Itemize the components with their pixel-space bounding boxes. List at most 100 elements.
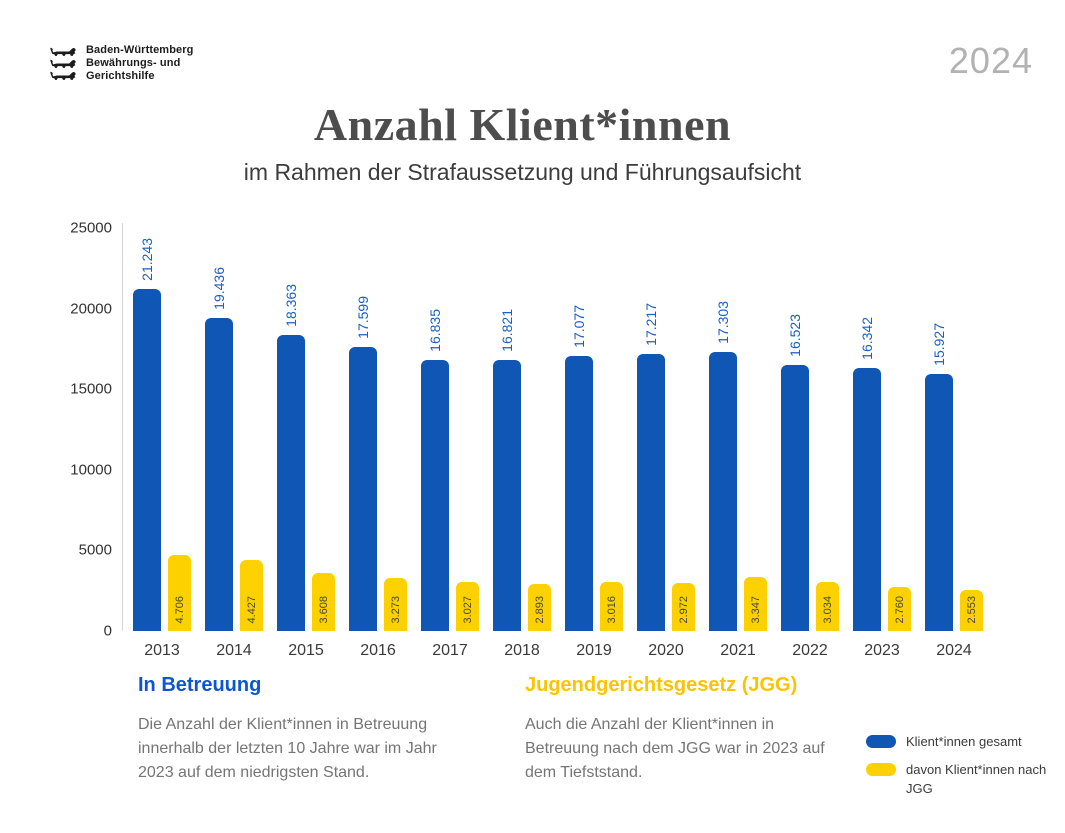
bar-jgg-value: 2.553 xyxy=(965,596,978,624)
bar-total-2019[interactable]: 17.077 xyxy=(565,305,593,631)
bar-jgg-2020[interactable]: 2.972 xyxy=(672,583,695,631)
logo-text-line: Baden-Württemberg xyxy=(86,44,194,56)
bar-total-value: 19.436 xyxy=(211,266,227,310)
y-axis: 0 5000 10000 15000 20000 25000 xyxy=(0,220,112,640)
bar-jgg-value: 3.347 xyxy=(749,596,762,624)
x-axis-label: 2022 xyxy=(792,642,828,659)
bar-jgg-2018[interactable]: 2.893 xyxy=(528,584,551,631)
bar-total-value: 21.243 xyxy=(139,237,155,281)
logo-text-line: Gerichtshilfe xyxy=(86,70,155,82)
bar-total-value: 17.303 xyxy=(715,301,731,345)
bar-total-2015[interactable]: 18.363 xyxy=(277,284,305,631)
bar-pair: 16.342 2.760 xyxy=(853,317,911,631)
x-axis-label: 2013 xyxy=(144,642,180,659)
bar-pair: 21.243 4.706 xyxy=(133,238,191,631)
bar-pair: 19.436 4.427 xyxy=(205,267,263,631)
bar-total-value: 16.835 xyxy=(427,308,443,352)
year-badge: 2024 xyxy=(948,40,1033,81)
bar-jgg-2016[interactable]: 3.273 xyxy=(384,578,407,631)
bar-total-value: 18.363 xyxy=(283,284,299,327)
bar-pair: 16.523 3.034 xyxy=(781,314,839,631)
bw-three-lions-icon xyxy=(48,46,78,81)
bar-pair: 17.077 3.016 xyxy=(565,305,623,631)
bar-jgg-value: 2.972 xyxy=(677,596,690,624)
bar-total-value: 17.217 xyxy=(643,302,659,346)
bar-group-2022: 16.523 3.034 2022 xyxy=(781,228,839,659)
bar-jgg-2017[interactable]: 3.027 xyxy=(456,582,479,631)
bar-jgg-value: 2.760 xyxy=(893,596,906,624)
bar-pair: 16.821 2.893 xyxy=(493,309,551,631)
bar-jgg-value: 2.893 xyxy=(533,596,546,624)
bar-pair: 15.927 2.553 xyxy=(925,323,983,631)
y-axis-tick: 5000 xyxy=(78,541,112,559)
page-subtitle: im Rahmen der Strafaussetzung und Führun… xyxy=(243,159,802,185)
bar-jgg-2023[interactable]: 2.760 xyxy=(888,586,911,631)
bar-jgg-2021[interactable]: 3.347 xyxy=(744,577,767,631)
bar-group-2015: 18.363 3.608 2015 xyxy=(277,228,335,659)
y-axis-line xyxy=(122,223,123,631)
bar-group-2021: 17.303 3.347 2021 xyxy=(709,228,767,659)
bar-jgg-value: 4.427 xyxy=(245,596,258,624)
bar-jgg-2013[interactable]: 4.706 xyxy=(168,555,191,631)
title-block: Anzahl Klient*innen im Rahmen der Strafa… xyxy=(0,98,1045,186)
bar-pair: 17.599 3.273 xyxy=(349,296,407,631)
x-axis-label: 2019 xyxy=(576,642,612,659)
bar-total-2024[interactable]: 15.927 xyxy=(925,323,953,631)
bar-group-2023: 16.342 2.760 2023 xyxy=(853,228,911,659)
logo-text-line: Bewährungs- und xyxy=(86,57,181,69)
x-axis-label: 2018 xyxy=(504,642,540,659)
bar-total-2014[interactable]: 19.436 xyxy=(205,267,233,631)
lion-icon xyxy=(50,59,76,68)
bar-total-2017[interactable]: 16.835 xyxy=(421,309,449,631)
bar-group-2024: 15.927 2.553 2024 xyxy=(925,228,983,659)
bar-jgg-value: 3.273 xyxy=(389,596,402,624)
bar-jgg-value: 3.034 xyxy=(821,596,834,624)
x-axis-label: 2014 xyxy=(216,642,252,659)
bar-pair: 17.217 2.972 xyxy=(637,303,695,631)
page-title: Anzahl Klient*innen xyxy=(313,99,732,150)
bar-jgg-2024[interactable]: 2.553 xyxy=(960,589,983,631)
bar-jgg-value: 4.706 xyxy=(173,596,186,624)
bar-group-2020: 17.217 2.972 2020 xyxy=(637,228,695,659)
bar-group-2017: 16.835 3.027 2017 xyxy=(421,228,479,659)
section-in-betreuung: In Betreuung Die Anzahl der Klient*innen… xyxy=(138,674,468,785)
bar-pair: 18.363 3.608 xyxy=(277,284,335,631)
bar-total-2023[interactable]: 16.342 xyxy=(853,317,881,631)
bar-total-2020[interactable]: 17.217 xyxy=(637,303,665,631)
bar-jgg-2019[interactable]: 3.016 xyxy=(600,582,623,631)
bar-jgg-value: 3.016 xyxy=(605,596,618,624)
y-axis-tick: 25000 xyxy=(70,219,112,237)
bar-total-2022[interactable]: 16.523 xyxy=(781,314,809,631)
legend-swatch-blue-icon xyxy=(866,735,896,748)
y-axis-tick: 0 xyxy=(103,622,112,640)
legend-swatch-yellow-icon xyxy=(866,762,896,776)
bar-total-2016[interactable]: 17.599 xyxy=(349,296,377,631)
bar-total-value: 17.599 xyxy=(355,296,371,340)
x-axis-label: 2023 xyxy=(864,642,900,659)
y-axis-tick: 10000 xyxy=(70,461,112,479)
x-axis-label: 2015 xyxy=(288,642,324,659)
bar-total-2013[interactable]: 21.243 xyxy=(133,238,161,631)
bar-total-value: 16.523 xyxy=(787,313,803,357)
x-axis-label: 2021 xyxy=(720,642,756,659)
bar-jgg-2014[interactable]: 4.427 xyxy=(240,559,263,631)
x-axis-label: 2017 xyxy=(432,642,468,659)
bar-total-2021[interactable]: 17.303 xyxy=(709,301,737,631)
bar-total-value: 16.342 xyxy=(859,316,875,360)
plot-area: 21.243 4.706 2013 19.436 4.427 2014 18.363 3.60… xyxy=(122,228,1002,659)
logo-text: Baden-Württemberg Bewährungs- und Gerich… xyxy=(86,44,193,83)
bar-total-2018[interactable]: 16.821 xyxy=(493,309,521,631)
lion-icon xyxy=(50,71,76,80)
section-heading-jgg: Jugendgerichtsgesetz (JGG) xyxy=(525,674,798,696)
bar-jgg-2015[interactable]: 3.608 xyxy=(312,572,335,631)
y-axis-tick: 15000 xyxy=(70,380,112,398)
chart-legend: Klient*innen gesamt davon Klient*innen n… xyxy=(866,733,1056,808)
bar-group-2013: 21.243 4.706 2013 xyxy=(133,228,191,659)
bar-jgg-value: 3.027 xyxy=(461,596,474,624)
bar-jgg-2022[interactable]: 3.034 xyxy=(816,582,839,631)
y-axis-tick: 20000 xyxy=(70,300,112,318)
section-text-jgg: Auch die Anzahl der Klient*innen in Betr… xyxy=(525,716,825,781)
bar-total-value: 15.927 xyxy=(931,323,947,367)
